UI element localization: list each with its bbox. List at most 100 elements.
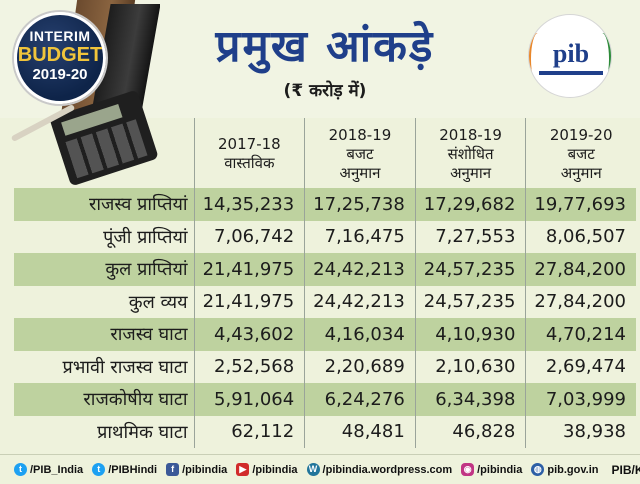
footer-credit: PIB/KBK bbox=[611, 462, 640, 477]
col-type: बजट bbox=[346, 144, 374, 163]
interim-budget-badge: INTERIM BUDGET 2019-20 bbox=[14, 12, 106, 104]
footer-link-text: /pibindia bbox=[252, 463, 298, 476]
pib-logo: pib bbox=[528, 14, 612, 98]
row-label: राजकोषीय घाटा bbox=[14, 383, 195, 416]
cell-value: 2,20,689 bbox=[304, 350, 416, 383]
facebook-icon: f bbox=[166, 463, 180, 476]
cell-value: 14,35,233 bbox=[193, 188, 305, 221]
cell-value: 6,34,398 bbox=[414, 383, 526, 416]
social-footer: t /PIB_India t /PIBHindi f /pibindia ▶ /… bbox=[0, 454, 640, 484]
row-label: पूंजी प्राप्तियां bbox=[14, 220, 195, 253]
col-type-2: अनुमान bbox=[339, 163, 381, 182]
cell-value: 46,828 bbox=[414, 415, 526, 448]
row-label: कुल प्राप्तियां bbox=[14, 253, 195, 286]
cell-value: 7,03,999 bbox=[525, 383, 636, 416]
badge-line-3: 2019-20 bbox=[32, 66, 88, 83]
cell-value: 27,84,200 bbox=[525, 285, 636, 318]
footer-link-instagram[interactable]: ◉ /pibindia bbox=[461, 463, 522, 476]
cell-value: 17,29,682 bbox=[414, 188, 526, 221]
globe-icon: ◍ bbox=[531, 463, 545, 476]
col-year: 2018-19 bbox=[328, 125, 392, 144]
col-type-2: अनुमान bbox=[450, 163, 492, 182]
budget-figures-table: 2017-18 वास्तविक 2018-19 बजट अनुमान 2018… bbox=[14, 118, 636, 448]
logo-arc-saffron bbox=[529, 33, 553, 85]
cell-value: 21,41,975 bbox=[193, 285, 305, 318]
table-row: राजस्व प्राप्तियां 14,35,233 17,25,738 1… bbox=[14, 188, 636, 221]
cell-value: 7,16,475 bbox=[304, 220, 416, 253]
table-header-row: 2017-18 वास्तविक 2018-19 बजट अनुमान 2018… bbox=[14, 118, 636, 188]
footer-link-text: /PIB_India bbox=[30, 463, 84, 476]
footer-link-wordpress[interactable]: W /pibindia.wordpress.com bbox=[306, 463, 453, 476]
badge-line-1: INTERIM bbox=[29, 28, 91, 44]
col-header: 2017-18 वास्तविक bbox=[193, 118, 305, 188]
col-type-2: अनुमान bbox=[560, 163, 602, 182]
cell-value: 4,43,602 bbox=[193, 318, 305, 351]
cell-value: 2,69,474 bbox=[525, 350, 636, 383]
cell-value: 2,52,568 bbox=[193, 350, 305, 383]
header: INTERIM BUDGET 2019-20 प्रमुख आंकड़े (₹ … bbox=[0, 0, 640, 187]
footer-link-facebook[interactable]: f /pibindia bbox=[166, 463, 227, 476]
cell-value: 2,10,630 bbox=[414, 350, 526, 383]
cell-value: 38,938 bbox=[525, 415, 636, 448]
cell-value: 4,10,930 bbox=[414, 318, 526, 351]
footer-link-text: /pibindia bbox=[477, 463, 523, 476]
col-type: बजट bbox=[567, 144, 595, 163]
table-row: राजकोषीय घाटा 5,91,064 6,24,276 6,34,398… bbox=[14, 383, 636, 416]
table-row: प्राथमिक घाटा 62,112 48,481 46,828 38,93… bbox=[14, 415, 636, 448]
unit-note: (₹ करोड़ में) bbox=[283, 81, 367, 101]
col-type: संशोधित bbox=[447, 144, 494, 163]
cell-value: 7,27,553 bbox=[414, 220, 526, 253]
footer-link-text: /PIBHindi bbox=[108, 463, 158, 476]
cell-value: 4,16,034 bbox=[304, 318, 416, 351]
row-label: प्रभावी राजस्व घाटा bbox=[14, 350, 195, 383]
col-year: 2017-18 bbox=[218, 135, 281, 153]
table-row: प्रभावी राजस्व घाटा 2,52,568 2,20,689 2,… bbox=[14, 350, 636, 383]
youtube-icon: ▶ bbox=[236, 463, 250, 476]
cell-value: 48,481 bbox=[304, 415, 416, 448]
row-label: राजस्व प्राप्तियां bbox=[14, 188, 195, 221]
wordpress-icon: W bbox=[306, 463, 320, 476]
footer-link-youtube[interactable]: ▶ /pibindia bbox=[236, 463, 298, 476]
header-blank bbox=[14, 118, 194, 188]
col-type: वास्तविक bbox=[224, 154, 275, 172]
footer-link-pib-hindi[interactable]: t /PIBHindi bbox=[92, 463, 157, 476]
badge-line-2: BUDGET bbox=[17, 44, 103, 66]
cell-value: 19,77,693 bbox=[525, 188, 636, 221]
table-row: राजस्व घाटा 4,43,602 4,16,034 4,10,930 4… bbox=[14, 318, 636, 351]
col-header: 2018-19 संशोधित अनुमान bbox=[414, 118, 526, 188]
cell-value: 21,41,975 bbox=[193, 253, 305, 286]
col-header: 2019-20 बजट अनुमान bbox=[525, 118, 636, 188]
row-label: राजस्व घाटा bbox=[14, 318, 195, 351]
footer-link-text: /pibindia.wordpress.com bbox=[322, 463, 453, 476]
row-label: प्राथमिक घाटा bbox=[14, 415, 195, 448]
cell-value: 27,84,200 bbox=[525, 253, 636, 286]
col-year: 2018-19 bbox=[439, 125, 502, 144]
cell-value: 24,42,213 bbox=[304, 285, 416, 318]
cell-value: 24,57,235 bbox=[414, 253, 526, 286]
footer-link-text: /pibindia bbox=[182, 463, 228, 476]
col-header: 2018-19 बजट अनुमान bbox=[304, 118, 416, 188]
col-year: 2019-20 bbox=[549, 125, 613, 144]
cell-value: 24,42,213 bbox=[304, 253, 416, 286]
twitter-icon: t bbox=[14, 463, 27, 476]
footer-link-pib-india[interactable]: t /PIB_India bbox=[14, 463, 83, 476]
cell-value: 5,91,064 bbox=[193, 383, 305, 416]
table-row: कुल प्राप्तियां 21,41,975 24,42,213 24,5… bbox=[14, 253, 636, 286]
table-row: कुल व्यय 21,41,975 24,42,213 24,57,235 2… bbox=[14, 285, 636, 318]
footer-link-text: pib.gov.in bbox=[547, 463, 599, 476]
cell-value: 6,24,276 bbox=[304, 383, 416, 416]
cell-value: 7,06,742 bbox=[193, 220, 305, 253]
cell-value: 17,25,738 bbox=[304, 188, 416, 221]
cell-value: 24,57,235 bbox=[414, 285, 526, 318]
cell-value: 62,112 bbox=[193, 415, 305, 448]
logo-underline bbox=[539, 71, 603, 75]
twitter-icon: t bbox=[92, 463, 106, 476]
instagram-icon: ◉ bbox=[461, 463, 475, 476]
logo-text: pib bbox=[552, 39, 590, 68]
row-label: कुल व्यय bbox=[14, 285, 195, 318]
footer-link-website[interactable]: ◍ pib.gov.in bbox=[531, 463, 598, 476]
table-row: पूंजी प्राप्तियां 7,06,742 7,16,475 7,27… bbox=[14, 220, 636, 253]
cell-value: 4,70,214 bbox=[525, 318, 636, 351]
logo-arc-green bbox=[587, 33, 611, 85]
page-title: प्रमुख आंकड़े bbox=[215, 21, 435, 72]
